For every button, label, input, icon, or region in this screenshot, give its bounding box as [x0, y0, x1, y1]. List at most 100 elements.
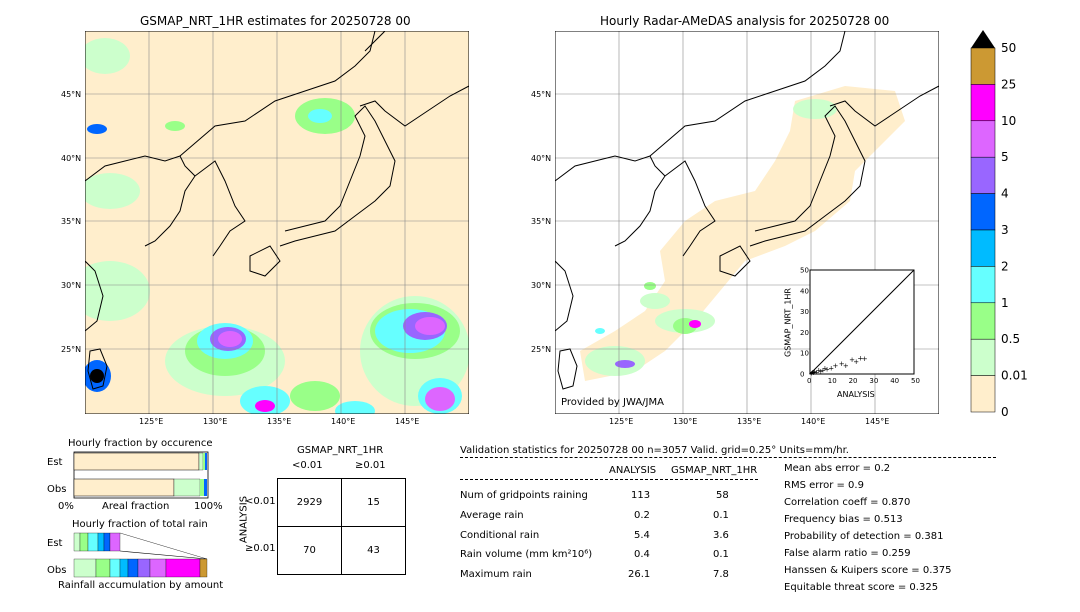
scatter-xtick: 0	[807, 377, 811, 385]
val-row-4-label: Maximum rain	[460, 569, 532, 580]
colorbar-box	[970, 193, 996, 231]
colorbar-label: 2	[1001, 259, 1009, 273]
scatter-point: +	[853, 358, 859, 366]
scatter-point: +	[828, 364, 834, 372]
val-row-2-a: 5.4	[634, 530, 650, 541]
colorbar-box	[970, 338, 996, 376]
cell-false-alarm: 15	[341, 478, 406, 527]
cell-hit-none: 2929	[277, 478, 342, 527]
val-row-3-a: 0.4	[634, 549, 650, 560]
score-ets: Equitable threat score = 0.325	[784, 582, 939, 593]
right-lon-135: 135°E	[737, 417, 762, 426]
scatter-xtick: 50	[911, 377, 920, 385]
colorbar-box	[970, 375, 996, 413]
scatter-point: +	[843, 362, 849, 370]
provider-credit: Provided by JWA/JMA	[561, 397, 664, 408]
scatter-point: +	[809, 369, 815, 377]
scatter-point: +	[849, 356, 855, 364]
scatter-point: +	[839, 360, 845, 368]
colorbar-label: 5	[1001, 150, 1009, 164]
val-row-4-a: 26.1	[628, 569, 651, 580]
right-lat-25: 25°N	[531, 345, 552, 354]
val-row-1-label: Average rain	[460, 510, 524, 521]
right-lat-45: 45°N	[531, 90, 552, 99]
colorbar-box	[970, 84, 996, 122]
colorbar-label: 3	[1001, 223, 1009, 237]
right-lon-125: 125°E	[609, 417, 634, 426]
colorbar-label: 4	[1001, 187, 1009, 201]
scatter-ytick: 0	[800, 371, 804, 379]
scatter-xtick: 10	[828, 377, 837, 385]
frac-occ-xlabel: Areal fraction	[102, 501, 170, 512]
scatter-point: +	[822, 364, 828, 372]
right-lat-35: 35°N	[531, 217, 552, 226]
colorbar-labels: 50 25 10 5 4 3 2 1 0.5 0.01 0	[1001, 41, 1028, 418]
val-row-0-label: Num of gridpoints raining	[460, 490, 588, 501]
scatter-point: +	[857, 354, 863, 362]
val-row-4-g: 7.8	[713, 569, 729, 580]
val-row-2-g: 3.6	[713, 530, 729, 541]
colorbar-label: 25	[1001, 77, 1016, 91]
scatter-point: +	[832, 362, 838, 370]
scatter-ytick: 20	[800, 329, 809, 337]
score-rmse: RMS error = 0.9	[784, 480, 864, 491]
scatter-plot: ++++++++++++ ++++++ 00 10 10 20 20 30 30 40 40 50 5…	[800, 267, 920, 386]
scatter-points: ++++++++++++ ++++++	[809, 354, 868, 377]
frac-occ-x-left: 0%	[58, 501, 74, 512]
contingency-row-lt: <0.01	[245, 496, 276, 507]
scatter-point: +	[814, 368, 820, 376]
left-lon-140: 140°E	[331, 417, 356, 426]
contingency-col-lt: <0.01	[292, 460, 323, 471]
validation-divider	[460, 457, 996, 458]
val-row-3-label: Rain volume (mm km²10⁶)	[460, 549, 593, 560]
right-map-title: Hourly Radar-AMeDAS analysis for 2025072…	[600, 14, 890, 28]
left-grid	[85, 31, 469, 414]
frac-total-title: Hourly fraction of total rain	[72, 519, 208, 530]
scatter-point: +	[812, 367, 818, 375]
colorbar-boxes	[970, 47, 996, 413]
scatter-ytick: 30	[800, 308, 809, 316]
scatter-xtick: 30	[869, 377, 878, 385]
frac-occ-obs-label: Obs	[47, 484, 67, 495]
val-row-2-label: Conditional rain	[460, 530, 540, 541]
frac-occ-title: Hourly fraction by occurence	[68, 438, 213, 449]
scatter-point: +	[820, 366, 826, 374]
cell-hit: 43	[341, 526, 406, 575]
colorbar-label: 0.01	[1001, 369, 1028, 383]
validation-header: Validation statistics for 20250728 00 n=…	[460, 445, 849, 456]
right-lat-40: 40°N	[531, 154, 552, 163]
right-lon-140: 140°E	[801, 417, 826, 426]
frac-total-est-label: Est	[47, 538, 63, 549]
contingency-title: GSMAP_NRT_1HR	[297, 445, 384, 456]
colorbar-label: 10	[1001, 114, 1016, 128]
left-lon-135: 135°E	[267, 417, 292, 426]
colorbar-box	[970, 229, 996, 267]
colorbar-box	[970, 47, 996, 85]
score-pod: Probability of detection = 0.381	[784, 531, 944, 542]
left-lon-145: 145°E	[395, 417, 420, 426]
left-lat-30: 30°N	[61, 281, 82, 290]
val-row-1-g: 0.1	[713, 510, 729, 521]
scatter-point: +	[824, 365, 830, 373]
score-mae: Mean abs error = 0.2	[784, 463, 891, 474]
scatter-diagonal	[809, 269, 915, 375]
score-bias: Frequency bias = 0.513	[784, 514, 903, 525]
right-coastlines	[555, 31, 939, 390]
contingency-col-ge: ≥0.01	[355, 460, 386, 471]
validation-col-analysis: ANALYSIS	[609, 465, 657, 476]
scatter-point: +	[811, 369, 817, 377]
colorbar-label: 0.5	[1001, 332, 1020, 346]
scatter-ylabel: GSMAP_NRT_1HR	[783, 288, 793, 357]
scatter-ytick: 50	[800, 267, 809, 275]
val-row-0-a: 113	[631, 490, 651, 501]
left-lon-125: 125°E	[139, 417, 164, 426]
left-lat-40: 40°N	[61, 154, 82, 163]
left-lat-25: 25°N	[61, 345, 82, 354]
right-lon-145: 145°E	[865, 417, 890, 426]
val-row-1-a: 0.2	[634, 510, 650, 521]
colorbar-label: 50	[1001, 41, 1016, 55]
colorbar-box	[970, 156, 996, 194]
score-corr: Correlation coeff = 0.870	[784, 497, 911, 508]
scatter-point: +	[862, 355, 868, 363]
cell-miss: 70	[277, 526, 342, 575]
